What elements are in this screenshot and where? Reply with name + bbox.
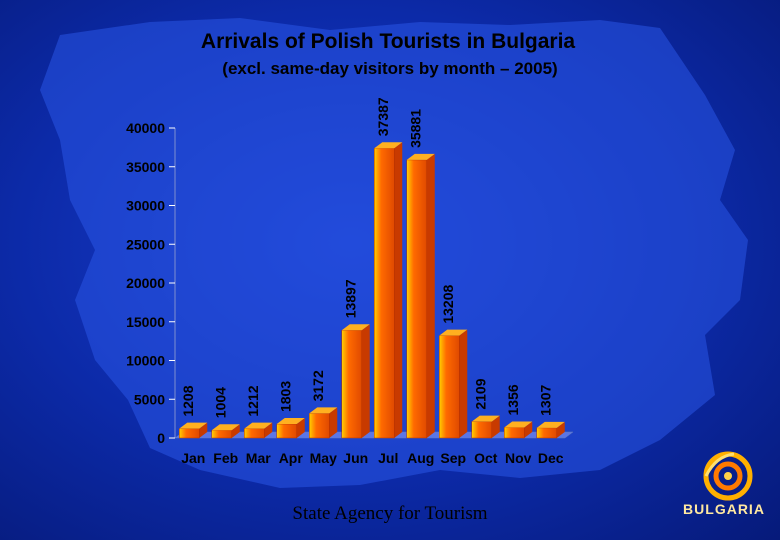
bar-side [296,418,305,438]
bar-value-label: 37387 [375,97,391,136]
bar-top [504,421,533,428]
y-tick-label: 15000 [126,314,165,330]
bar-value-label: 13208 [440,284,456,323]
bar-side [231,424,240,438]
bar [504,427,525,439]
chart-subtitle: (excl. same-day visitors by month – 2005… [222,59,558,78]
bar-side [394,142,403,439]
bar-side [361,324,370,438]
bar-top [341,324,370,331]
bar [341,330,362,439]
bar-value-label: 1208 [180,385,196,416]
bar-top [536,421,565,428]
y-tick-label: 40000 [126,120,165,136]
y-tick-label: 25000 [126,236,165,252]
x-tick-label: Aug [407,450,434,466]
bar-side [199,422,208,438]
bar [471,421,492,439]
bar-side [329,407,338,438]
bar-top [244,422,273,429]
bar-value-label: 1212 [245,385,261,416]
bar-side [556,421,565,438]
bar-value-label: 1803 [278,381,294,412]
x-tick-label: Dec [538,450,564,466]
y-tick-label: 0 [157,430,165,446]
y-tick-label: 10000 [126,353,165,369]
bar [276,423,297,439]
x-tick-label: Oct [474,450,498,466]
bar-value-label: 13897 [343,279,359,318]
bar-side [459,329,468,438]
bar-top [276,418,305,425]
logo-text: BULGARIA [683,501,765,517]
bar-value-label: 2109 [473,378,489,409]
y-tick-label: 20000 [126,275,165,291]
x-tick-label: Jan [181,450,205,466]
chart-title: Arrivals of Polish Tourists in Bulgaria [200,30,576,53]
bar-value-label: 1307 [538,385,554,416]
x-tick-label: Jul [378,450,398,466]
bar [211,429,232,439]
bar-top [179,422,208,429]
bar [439,335,460,439]
y-tick-label: 5000 [134,391,165,407]
x-tick-label: Sep [440,450,466,466]
bar [536,427,557,439]
bar [179,428,200,439]
bar [244,428,265,439]
bar-top [471,415,500,422]
bar-value-label: 35881 [408,109,424,148]
bar-top [211,424,240,431]
bar-top [309,407,338,414]
bulgaria-logo: BULGARIA [683,451,765,517]
x-tick-label: Jun [343,450,368,466]
y-tick-label: 35000 [126,159,165,175]
x-tick-label: Feb [213,450,238,466]
x-tick-label: Mar [246,450,271,466]
bar-side [524,421,533,438]
bar-side [491,415,500,438]
footer-agency-name: State Agency for Tourism [292,503,488,524]
bar [374,148,395,439]
y-tick-label: 30000 [126,198,165,214]
bar-top [374,142,403,149]
bar-value-label: 1356 [505,384,521,415]
bar-value-label: 1004 [213,387,229,418]
x-tick-label: Apr [279,450,304,466]
bar [309,413,330,439]
bar-value-label: 3172 [310,370,326,401]
bar-top [439,329,468,336]
bar-top [406,153,435,160]
x-tick-label: Nov [505,450,532,466]
bar [406,159,427,439]
bar-side [426,153,435,439]
x-tick-label: May [310,450,337,466]
bar-side [264,422,273,438]
